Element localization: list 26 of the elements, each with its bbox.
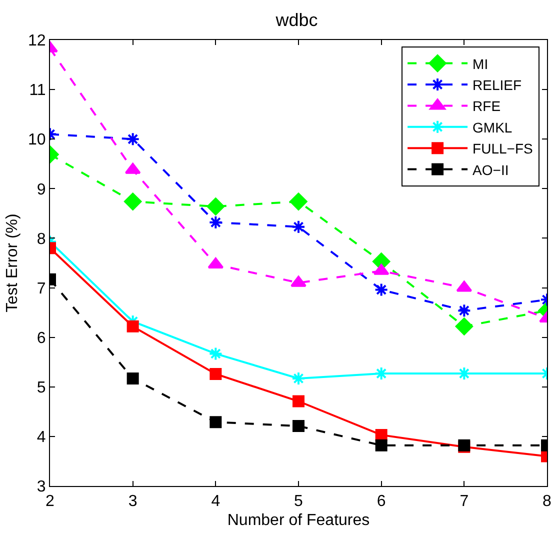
legend-label: RFE — [472, 98, 501, 114]
legend-label: RELIEF — [472, 76, 522, 93]
x-axis-title: Number of Features — [227, 512, 370, 529]
y-tick-label: 7 — [36, 280, 46, 298]
y-tick-label: 10 — [28, 132, 46, 149]
y-tick-label: 12 — [28, 32, 46, 50]
y-tick-label: 4 — [36, 429, 46, 446]
legend-label: FULL−FS — [472, 140, 533, 157]
legend-label: AO−II — [472, 162, 509, 178]
y-tick-label: 6 — [36, 330, 46, 347]
x-tick-label: 7 — [460, 493, 469, 510]
y-tick-label: 5 — [36, 379, 46, 396]
legend-label: MI — [472, 56, 488, 72]
y-tick-label: 11 — [29, 82, 46, 100]
x-tick-label: 8 — [542, 493, 552, 510]
chart-title: wdbc — [274, 10, 318, 30]
y-axis-title: Test Error (%) — [4, 214, 21, 312]
x-tick-label: 5 — [294, 493, 304, 510]
x-tick-label: 2 — [46, 493, 55, 510]
x-tick-label: 3 — [128, 493, 138, 510]
y-tick-label: 3 — [36, 478, 46, 496]
legend-label: GMKL — [472, 119, 512, 136]
y-tick-label: 8 — [36, 230, 46, 248]
y-tick-label: 9 — [36, 181, 46, 198]
x-tick-label: 4 — [211, 493, 220, 510]
x-tick-label: 6 — [376, 493, 386, 510]
